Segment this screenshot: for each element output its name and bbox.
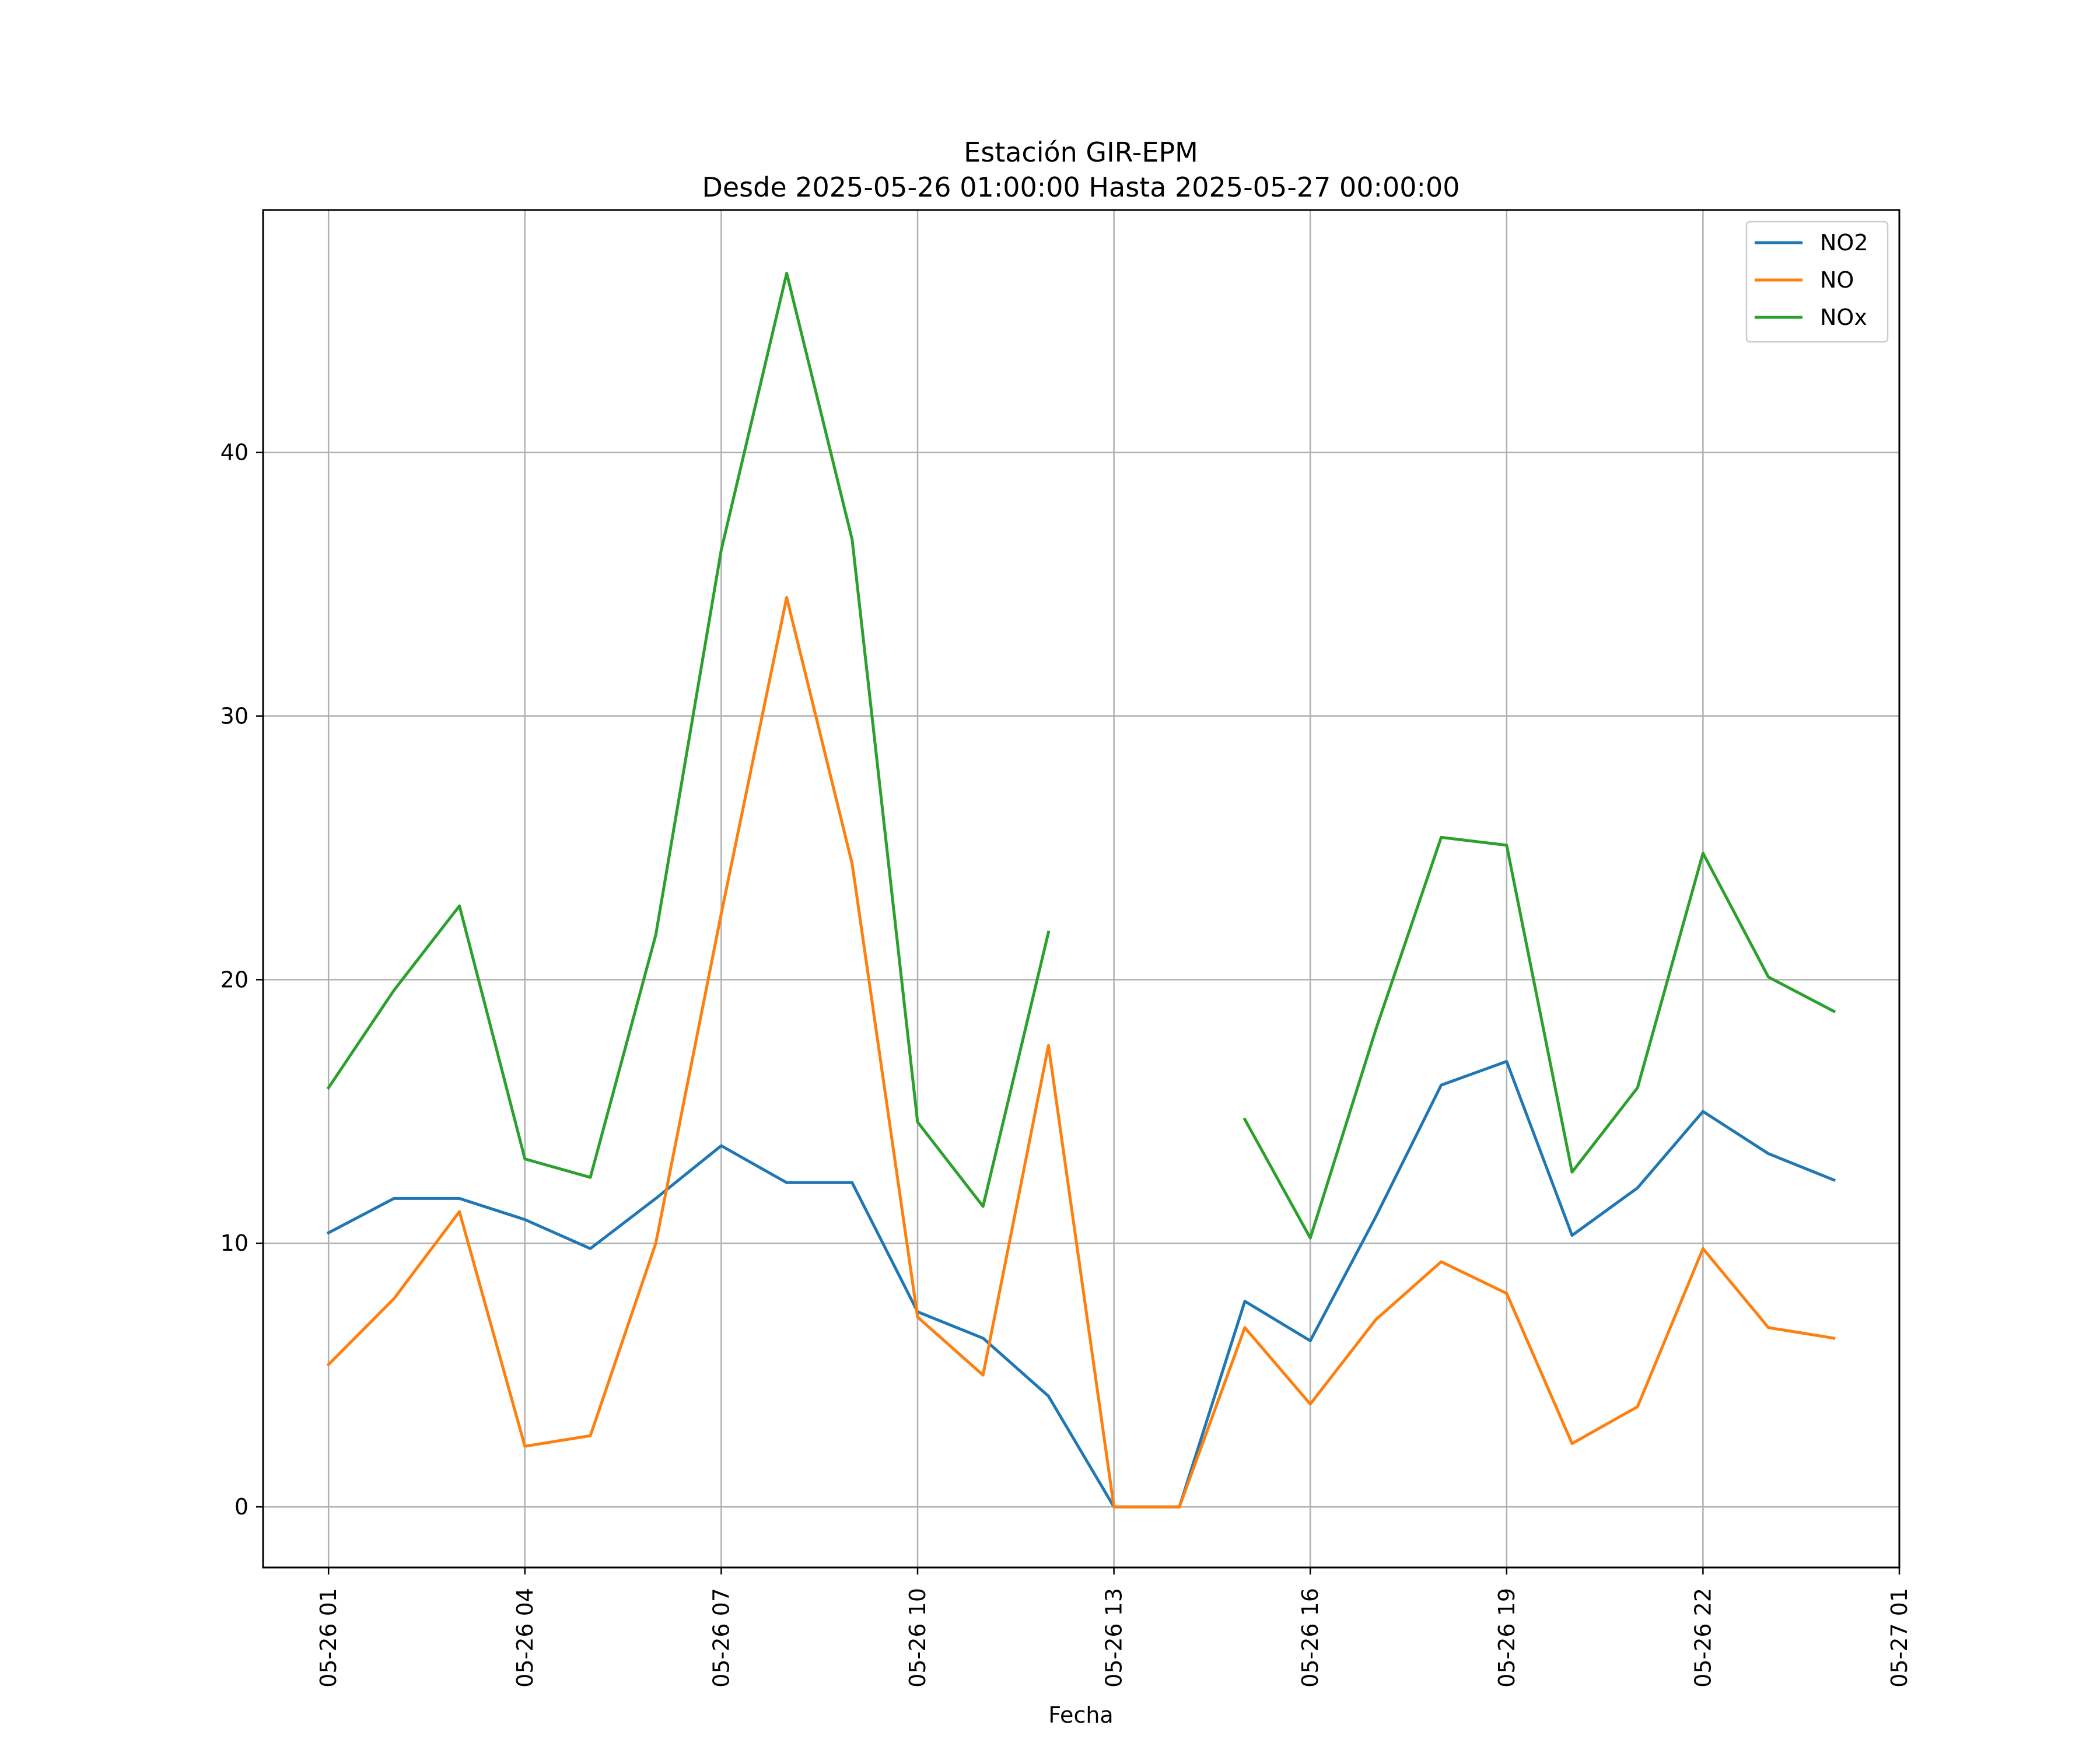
x-tick-label: 05-26 16 — [1297, 1588, 1323, 1688]
chart-title: Estación GIR-EPM — [964, 137, 1198, 168]
x-axis-label: Fecha — [1048, 1702, 1113, 1728]
x-tick-label: 05-26 01 — [316, 1588, 341, 1688]
x-tick-label: 05-27 01 — [1887, 1588, 1912, 1688]
y-tick-label: 10 — [220, 1230, 249, 1256]
legend-label: NOx — [1820, 305, 1867, 330]
x-tick-label: 05-26 07 — [708, 1588, 734, 1688]
y-tick-label: 30 — [220, 704, 249, 729]
legend: NO2 NO NOx — [1746, 222, 1888, 342]
chart-subtitle: Desde 2025-05-26 01:00:00 Hasta 2025-05-… — [702, 172, 1460, 203]
x-tick-label: 05-26 04 — [512, 1588, 538, 1688]
x-tick-label: 05-26 10 — [905, 1588, 930, 1688]
x-tick-label: 05-26 19 — [1494, 1588, 1520, 1688]
y-tick-label: 40 — [220, 440, 249, 466]
x-tick-label: 05-26 13 — [1101, 1588, 1127, 1688]
legend-label: NO — [1820, 267, 1854, 293]
y-tick-label: 20 — [220, 967, 249, 992]
x-tick-label: 05-26 22 — [1690, 1588, 1716, 1688]
y-tick-label: 0 — [235, 1494, 249, 1520]
legend-label: NO2 — [1820, 230, 1868, 256]
